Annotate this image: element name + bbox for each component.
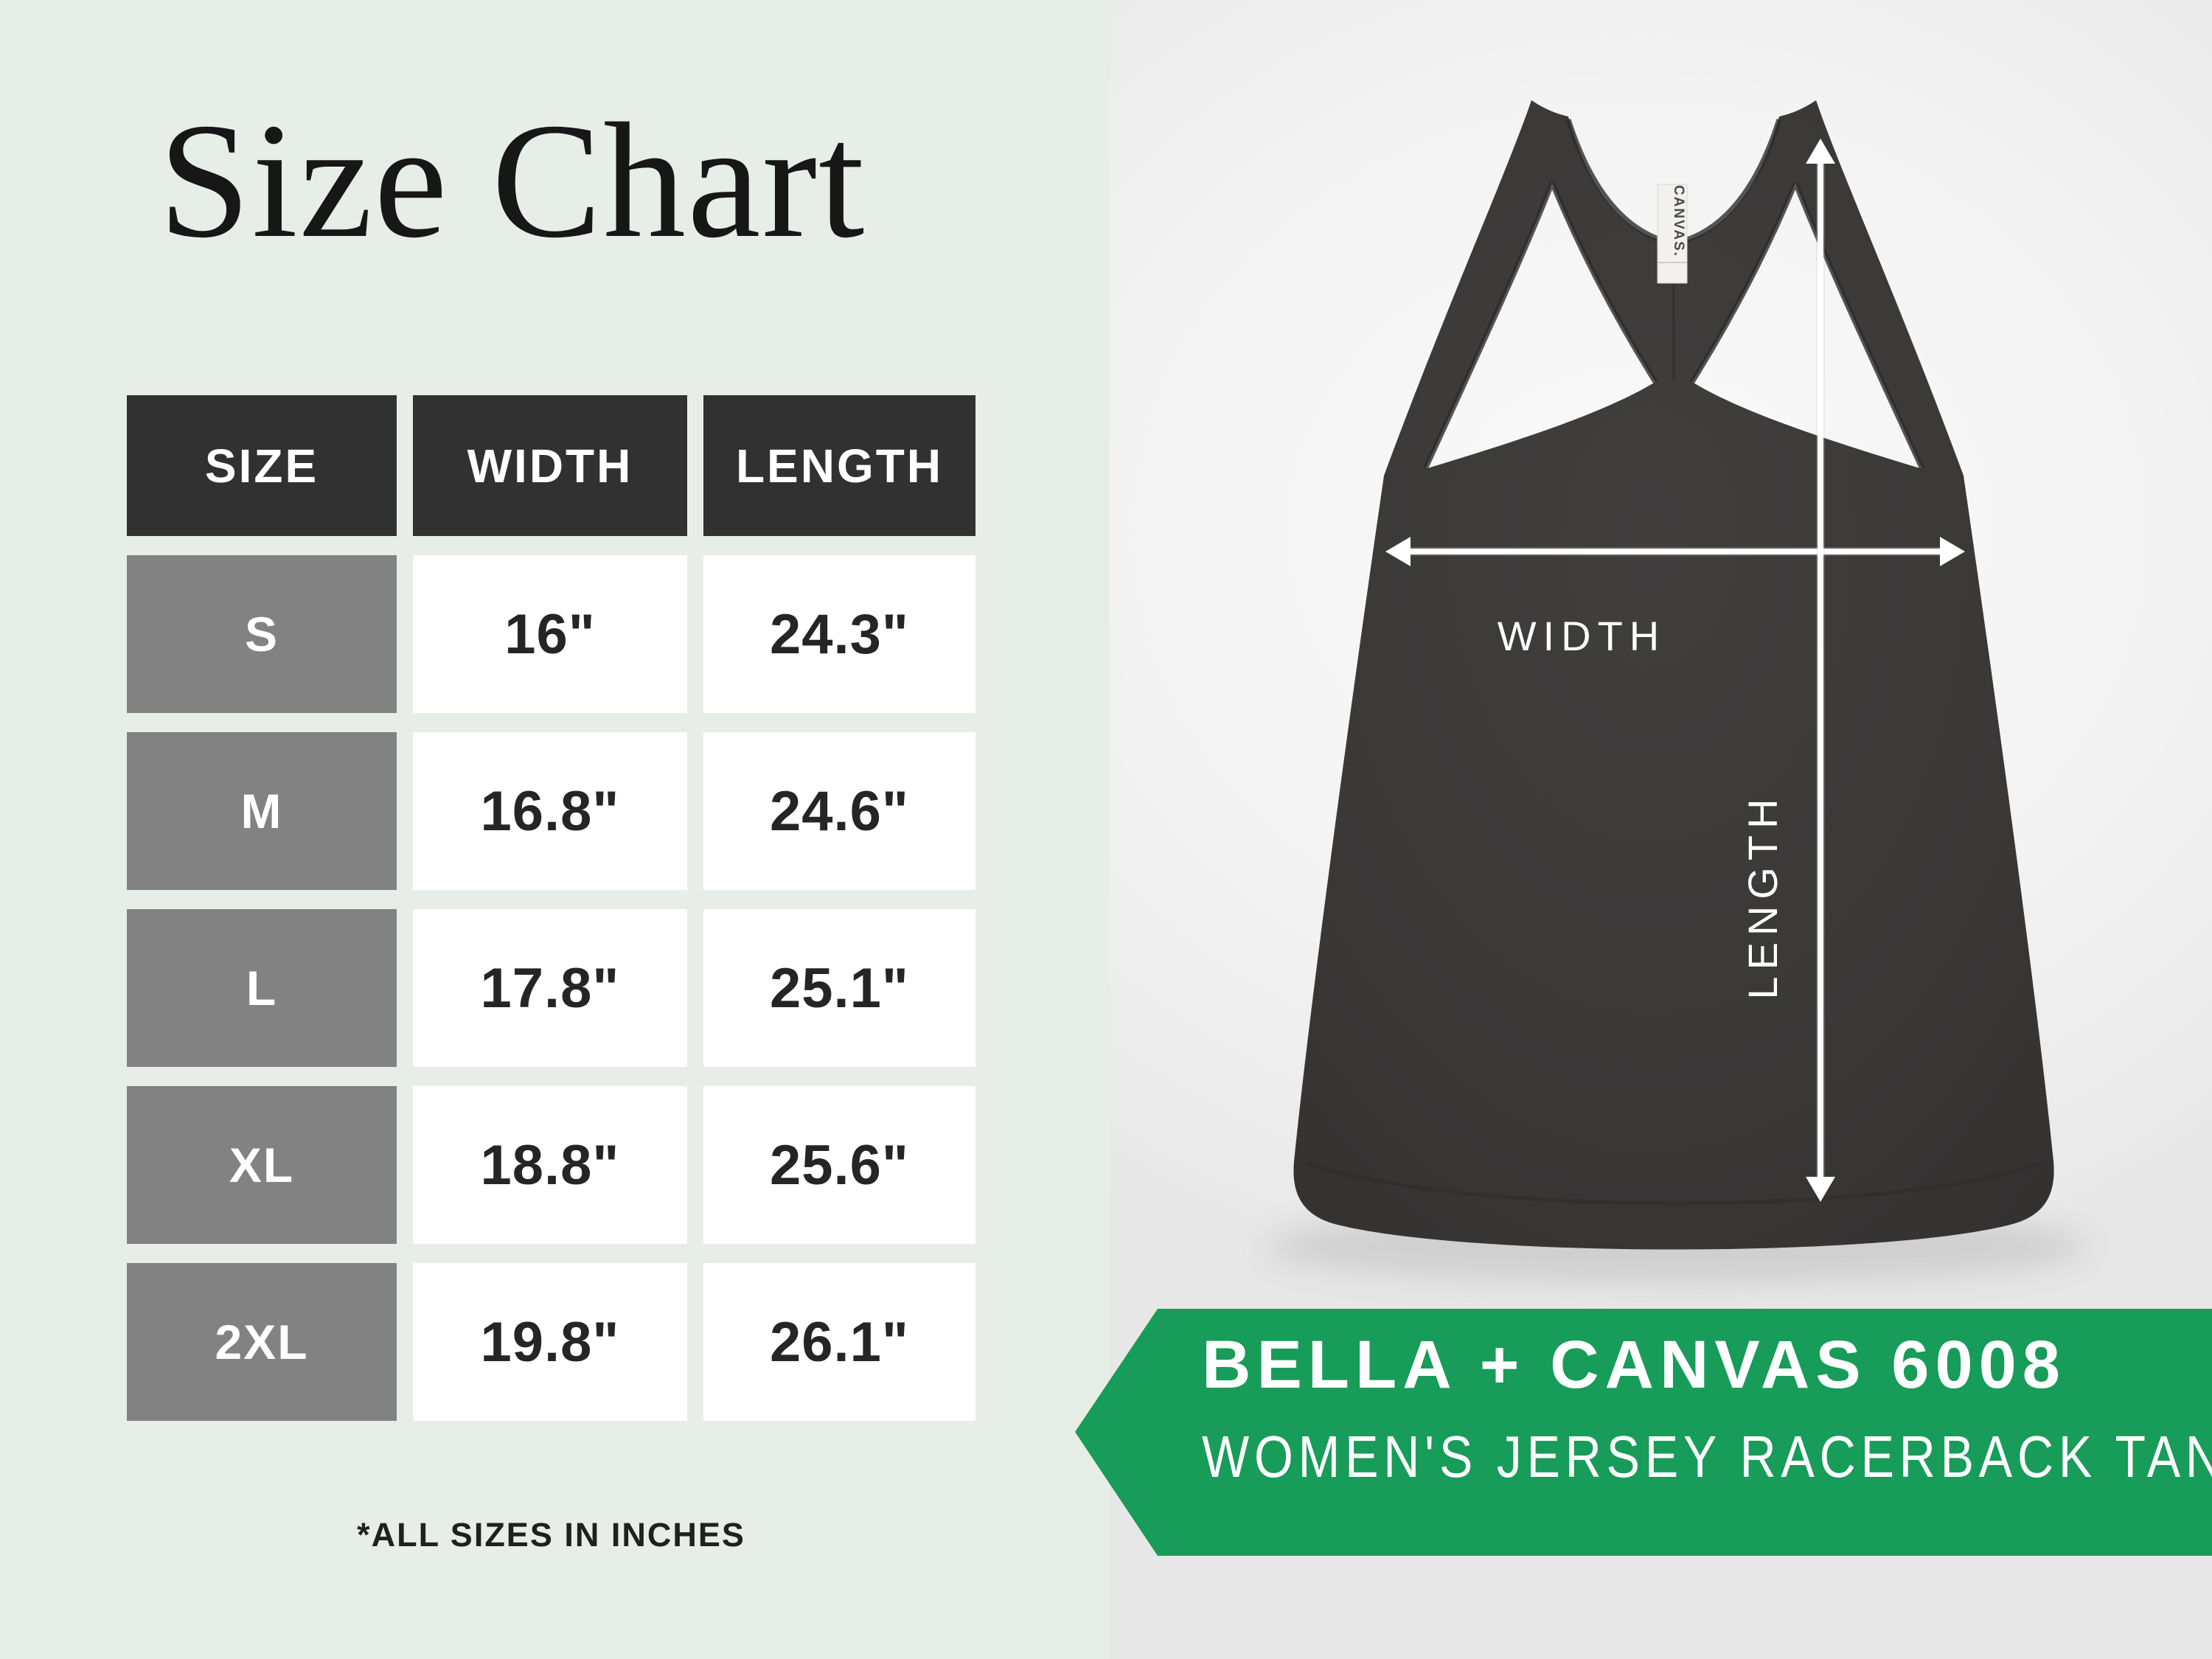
length-arrow: [1806, 139, 1835, 1202]
tank-top-illustration: CANVAS. WIDTH LENGTH: [1263, 100, 2089, 1284]
product-banner-title: BELLA + CANVAS 6008: [1202, 1327, 2066, 1402]
left-armhole-trim: [1422, 181, 1658, 470]
garment-tag: [1657, 184, 1688, 284]
page-title: Size Chart: [159, 89, 866, 272]
length-arrow-label: LENGTH: [1739, 792, 1786, 999]
size-chart-panel: Size Chart SIZE WIDTH LENGTH S 16" 24.3"…: [0, 0, 1110, 1659]
table-row-2xl-width: 19.8": [413, 1263, 687, 1421]
column-header-size: SIZE: [127, 395, 397, 536]
table-row-s-length: 24.3": [703, 555, 975, 713]
width-arrow-label: WIDTH: [1498, 613, 1666, 659]
right-armhole-trim: [1690, 181, 1925, 470]
table-row-xl-length: 25.6": [703, 1086, 975, 1244]
table-row-m-length: 24.6": [703, 732, 975, 890]
table-row-l-size: L: [127, 909, 397, 1067]
table-row-m-width: 16.8": [413, 732, 687, 890]
garment-tag-label: CANVAS.: [1671, 185, 1686, 257]
table-row-2xl-size: 2XL: [127, 1263, 397, 1421]
tank-body: [1293, 100, 2054, 1250]
table-row-l-width: 17.8": [413, 909, 687, 1067]
hem-stitch: [1307, 1161, 2041, 1206]
table-row-s-size: S: [127, 555, 397, 713]
product-banner-subtitle: WOMEN'S JERSEY RACERBACK TANK: [1202, 1424, 2212, 1490]
column-header-length: LENGTH: [703, 395, 975, 536]
column-header-width: WIDTH: [413, 395, 687, 536]
sizes-footnote: *ALL SIZES IN INCHES: [357, 1516, 745, 1554]
table-row-xl-size: XL: [127, 1086, 397, 1244]
width-arrow: [1385, 537, 1965, 566]
product-banner: BELLA + CANVAS 6008 WOMEN'S JERSEY RACER…: [1075, 1309, 2212, 1556]
table-row-2xl-length: 26.1": [703, 1263, 975, 1421]
table-row-l-length: 25.1": [703, 909, 975, 1067]
table-row-s-width: 16": [413, 555, 687, 713]
table-row-m-size: M: [127, 732, 397, 890]
table-row-xl-width: 18.8": [413, 1086, 687, 1244]
size-table: SIZE WIDTH LENGTH S 16" 24.3" M 16.8" 24…: [127, 395, 975, 1421]
